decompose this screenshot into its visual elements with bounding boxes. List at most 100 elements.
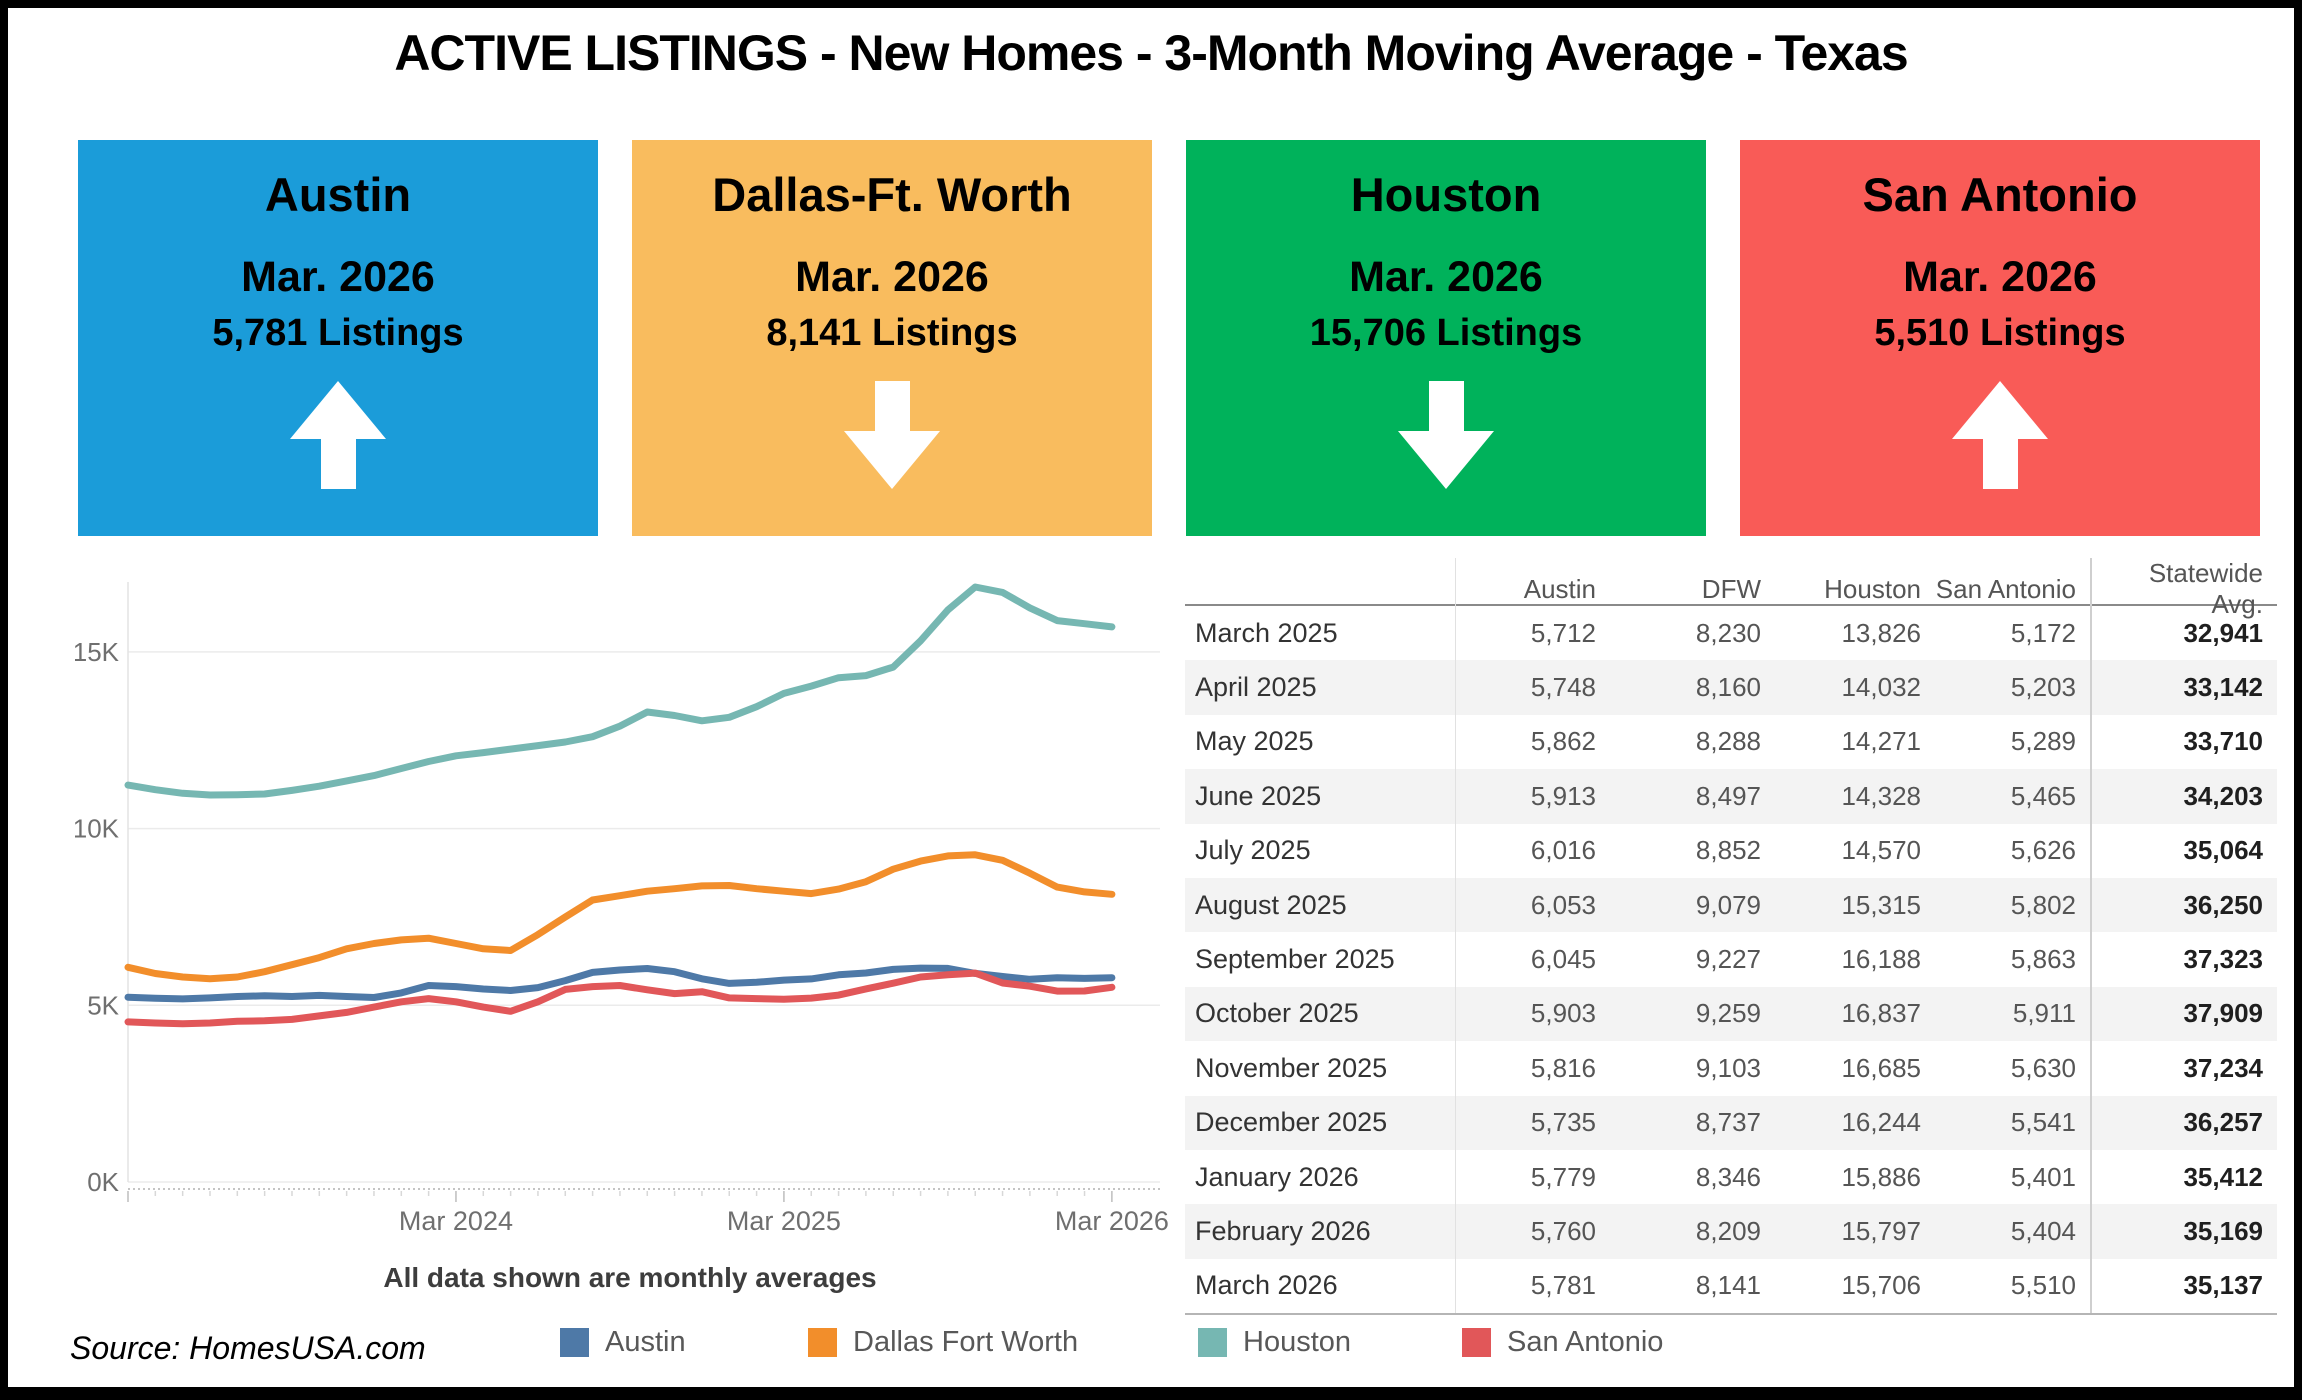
cell-month: March 2025 xyxy=(1195,617,1338,648)
cell-value: 35,064 xyxy=(2090,823,2277,878)
cell-value: 16,685 xyxy=(1841,1052,1921,1083)
cell-month: December 2025 xyxy=(1195,1107,1388,1138)
table-row[interactable]: September 2025 6,045 9,227 16,188 5,863 37,32… xyxy=(1185,932,2277,987)
cell-value: 16,188 xyxy=(1841,944,1921,975)
card-month: Mar. 2026 xyxy=(241,253,435,302)
cell-value: 5,760 xyxy=(1455,1204,1610,1259)
card-city: Austin xyxy=(264,168,412,221)
card-month: Mar. 2026 xyxy=(1349,253,1543,302)
cell-value: 15,315 xyxy=(1841,889,1921,920)
cell-value: 5,172 xyxy=(2010,617,2076,648)
table-body: March 2025 5,712 8,230 13,826 5,172 32,941 Apr… xyxy=(1185,606,2277,1314)
cell-value: 33,710 xyxy=(2090,714,2277,770)
series-line-houston[interactable] xyxy=(124,583,1116,799)
arrow-down-icon xyxy=(1398,381,1494,490)
summary-card-austin: Austin Mar. 2026 5,781 Listings xyxy=(78,140,598,536)
cell-month: March 2026 xyxy=(1195,1270,1338,1301)
cell-month: September 2025 xyxy=(1195,944,1395,975)
cell-value: 5,863 xyxy=(2010,944,2076,975)
cell-month: October 2025 xyxy=(1195,998,1359,1029)
cell-value: 5,816 xyxy=(1455,1041,1610,1096)
cell-value: 15,886 xyxy=(1841,1161,1921,1192)
x-axis-tick-label: Mar 2024 xyxy=(399,1206,513,1236)
cell-value: 5,465 xyxy=(2010,780,2076,811)
listings-data-table: Austin DFW Houston San Antonio Statewide Avg… xyxy=(1185,558,2277,1316)
table-row[interactable]: March 2025 5,712 8,230 13,826 5,172 32,941 xyxy=(1185,606,2277,661)
x-axis-tick-label: Mar 2025 xyxy=(727,1206,841,1236)
cell-month: November 2025 xyxy=(1195,1052,1388,1083)
table-row[interactable]: May 2025 5,862 8,288 14,271 5,289 33,710 xyxy=(1185,714,2277,770)
summary-card-houston: Houston Mar. 2026 15,706 Listings xyxy=(1186,140,1706,536)
cell-month: January 2026 xyxy=(1195,1161,1359,1192)
table-row[interactable]: July 2025 6,016 8,852 14,570 5,626 35,064 xyxy=(1185,823,2277,878)
y-axis-tick-label: 0K xyxy=(87,1167,119,1197)
cell-value: 14,570 xyxy=(1841,835,1921,866)
cell-value: 16,837 xyxy=(1841,998,1921,1029)
cell-value: 35,169 xyxy=(2090,1204,2277,1259)
cell-value: 5,903 xyxy=(1455,986,1610,1042)
cell-value: 37,323 xyxy=(2090,932,2277,987)
cell-value: 37,909 xyxy=(2090,986,2277,1042)
table-header-row: Austin DFW Houston San Antonio Statewide Avg… xyxy=(1185,558,2277,620)
cell-value: 5,913 xyxy=(1455,769,1610,824)
cell-value: 32,941 xyxy=(2090,606,2277,661)
arrow-up-icon xyxy=(290,381,386,490)
summary-card-dallas-ft-worth: Dallas-Ft. Worth Mar. 2026 8,141 Listing… xyxy=(632,140,1152,536)
table-row[interactable]: January 2026 5,779 8,346 15,886 5,401 35,412 xyxy=(1185,1149,2277,1205)
cell-value: 5,401 xyxy=(2010,1161,2076,1192)
column-header-houston: Houston xyxy=(1824,573,1921,604)
table-row[interactable]: December 2025 5,735 8,737 16,244 5,541 36,257 xyxy=(1185,1095,2277,1150)
cell-value: 5,862 xyxy=(1455,714,1610,770)
y-axis-tick-label: 5K xyxy=(87,990,119,1020)
cell-value: 35,137 xyxy=(2090,1258,2277,1314)
cell-value: 16,244 xyxy=(1841,1107,1921,1138)
legend-swatch-icon xyxy=(1198,1328,1227,1357)
cell-value: 34,203 xyxy=(2090,769,2277,824)
cell-value: 6,053 xyxy=(1455,877,1610,933)
cell-value: 9,227 xyxy=(1695,944,1761,975)
y-axis-tick-label: 15K xyxy=(75,637,120,667)
cell-value: 33,142 xyxy=(2090,660,2277,715)
table-row[interactable]: February 2026 5,760 8,209 15,797 5,404 35,169 xyxy=(1185,1204,2277,1259)
cell-value: 8,160 xyxy=(1695,672,1761,703)
card-city: San Antonio xyxy=(1862,168,2138,221)
legend-swatch-icon xyxy=(808,1328,837,1357)
table-row[interactable]: April 2025 5,748 8,160 14,032 5,203 33,142 xyxy=(1185,660,2277,715)
column-header-san-antonio: San Antonio xyxy=(1935,573,2076,604)
cell-month: May 2025 xyxy=(1195,726,1314,757)
legend-item-austin[interactable]: Austin xyxy=(560,1326,686,1359)
card-month: Mar. 2026 xyxy=(795,253,989,302)
series-line-austin[interactable] xyxy=(124,964,1116,1003)
table-row[interactable]: June 2025 5,913 8,497 14,328 5,465 34,203 xyxy=(1185,769,2277,824)
legend-item-houston[interactable]: Houston xyxy=(1198,1326,1351,1359)
series-line-dallas-fort-worth[interactable] xyxy=(124,851,1116,983)
card-listings: 5,781 Listings xyxy=(212,312,464,355)
column-header-dfw: DFW xyxy=(1701,573,1761,604)
cell-value: 5,911 xyxy=(2012,998,2076,1029)
cell-value: 5,779 xyxy=(1455,1149,1610,1205)
legend-item-dallas-fort-worth[interactable]: Dallas Fort Worth xyxy=(808,1326,1078,1359)
table-row[interactable]: October 2025 5,903 9,259 16,837 5,911 37,909 xyxy=(1185,986,2277,1042)
cell-value: 14,328 xyxy=(1841,780,1921,811)
cell-value: 8,346 xyxy=(1695,1161,1761,1192)
table-row[interactable]: August 2025 6,053 9,079 15,315 5,802 36,250 xyxy=(1185,877,2277,933)
cell-value: 5,510 xyxy=(2010,1270,2076,1301)
cell-value: 14,032 xyxy=(1841,672,1921,703)
summary-cards-row: Austin Mar. 2026 5,781 Listings Dallas-F… xyxy=(78,140,2260,536)
card-month: Mar. 2026 xyxy=(1903,253,2097,302)
cell-value: 15,706 xyxy=(1841,1270,1921,1301)
cell-value: 13,826 xyxy=(1841,617,1921,648)
cell-value: 14,271 xyxy=(1841,726,1921,757)
cell-value: 5,541 xyxy=(2010,1107,2076,1138)
legend-swatch-icon xyxy=(1462,1328,1491,1357)
table-row[interactable]: March 2026 5,781 8,141 15,706 5,510 35,137 xyxy=(1185,1258,2277,1314)
cell-month: July 2025 xyxy=(1195,835,1311,866)
series-line-san-antonio[interactable] xyxy=(124,969,1116,1028)
cell-month: August 2025 xyxy=(1195,889,1347,920)
table-row[interactable]: November 2025 5,816 9,103 16,685 5,630 37,234 xyxy=(1185,1041,2277,1096)
chart-caption: All data shown are monthly averages xyxy=(383,1262,877,1293)
cell-value: 5,630 xyxy=(2010,1052,2076,1083)
legend-item-san-antonio[interactable]: San Antonio xyxy=(1462,1326,1663,1359)
legend-label: Dallas Fort Worth xyxy=(853,1326,1079,1358)
listings-line-chart[interactable]: 0K 5K 10K 15K Mar 2024 Mar 2025 Mar 2026 xyxy=(75,552,1185,1258)
